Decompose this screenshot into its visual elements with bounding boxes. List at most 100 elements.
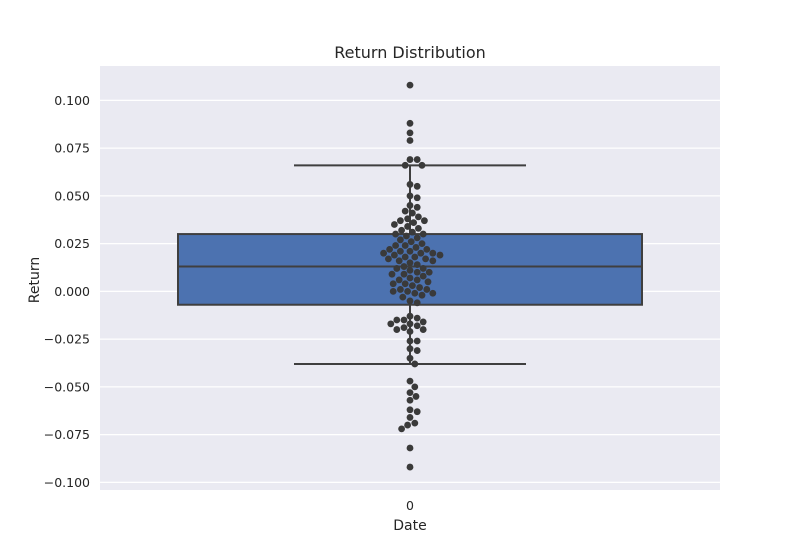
data-point: [419, 272, 427, 280]
data-point: [401, 161, 409, 169]
data-point: [406, 406, 414, 414]
data-point: [401, 207, 409, 215]
data-point: [406, 312, 414, 320]
data-point: [392, 242, 399, 249]
data-point: [413, 322, 421, 330]
data-point: [429, 257, 437, 265]
data-point: [411, 360, 419, 368]
data-point: [412, 244, 420, 251]
data-point: [424, 278, 432, 286]
data-point: [389, 280, 397, 288]
y-tick-label: 0.075: [54, 141, 90, 156]
y-axis-label: Return: [27, 257, 43, 303]
data-point: [404, 287, 411, 295]
data-point: [388, 270, 396, 278]
data-point: [406, 354, 414, 362]
data-point: [401, 280, 409, 288]
data-point: [413, 276, 421, 284]
data-point: [413, 234, 421, 242]
data-point: [419, 265, 427, 272]
data-point: [406, 377, 414, 385]
x-axis-label: Date: [393, 518, 426, 534]
data-point: [386, 245, 393, 253]
data-point: [391, 221, 398, 228]
data-point: [398, 226, 405, 234]
data-point: [409, 282, 416, 290]
data-point: [413, 203, 421, 211]
data-point: [395, 276, 403, 284]
data-point: [406, 444, 414, 452]
data-point: [406, 181, 414, 188]
data-point: [406, 337, 414, 345]
data-point: [419, 230, 427, 238]
data-point: [406, 202, 414, 209]
data-point: [400, 316, 408, 324]
data-point: [418, 291, 426, 299]
data-point: [423, 245, 431, 253]
data-point: [409, 209, 416, 217]
data-point: [404, 421, 411, 429]
data-point: [393, 326, 401, 333]
data-point: [392, 230, 399, 238]
data-point: [429, 249, 437, 257]
swarm-points: [380, 81, 444, 471]
data-point: [406, 345, 414, 353]
data-point: [413, 347, 421, 354]
data-point: [397, 286, 404, 293]
y-tick-label: −0.025: [44, 332, 90, 347]
data-point: [406, 389, 414, 396]
data-point: [411, 289, 419, 297]
data-point: [406, 274, 414, 282]
data-point: [407, 238, 415, 246]
data-point: [419, 318, 427, 326]
data-point: [416, 284, 423, 291]
data-point: [403, 232, 410, 240]
data-point: [418, 161, 426, 169]
data-point: [436, 251, 444, 259]
data-point: [393, 265, 401, 272]
data-point: [397, 247, 404, 255]
data-point: [400, 263, 408, 270]
x-tick-label: 0: [406, 498, 414, 513]
data-point: [413, 182, 421, 190]
data-point: [404, 223, 411, 230]
data-point: [406, 259, 414, 267]
data-point: [415, 224, 422, 232]
data-point: [406, 192, 414, 200]
data-point: [423, 286, 431, 293]
data-point: [391, 251, 398, 259]
data-point: [401, 253, 409, 261]
data-point: [411, 253, 419, 261]
data-point: [406, 414, 414, 421]
data-point: [406, 463, 414, 471]
data-point: [398, 425, 405, 433]
data-point: [400, 324, 408, 332]
data-point: [429, 289, 437, 297]
data-point: [421, 217, 428, 225]
data-point: [399, 293, 407, 301]
data-point: [413, 299, 421, 307]
data-point: [406, 137, 414, 144]
data-point: [406, 297, 414, 305]
data-point: [413, 194, 421, 202]
data-point: [413, 314, 421, 322]
data-point: [380, 249, 387, 257]
data-point: [406, 119, 414, 127]
data-point: [406, 396, 414, 404]
data-point: [397, 236, 404, 244]
y-tick-label: −0.075: [44, 427, 90, 442]
data-point: [411, 419, 419, 427]
data-point: [395, 257, 403, 265]
data-point: [422, 255, 429, 263]
data-point: [401, 242, 409, 249]
data-point: [404, 215, 411, 223]
data-point: [389, 287, 397, 295]
y-tick-label: −0.100: [44, 475, 90, 490]
data-point: [406, 328, 414, 335]
data-point: [406, 266, 414, 274]
data-point: [417, 249, 425, 257]
data-point: [412, 393, 420, 400]
data-point: [385, 255, 392, 263]
data-point: [415, 213, 422, 221]
